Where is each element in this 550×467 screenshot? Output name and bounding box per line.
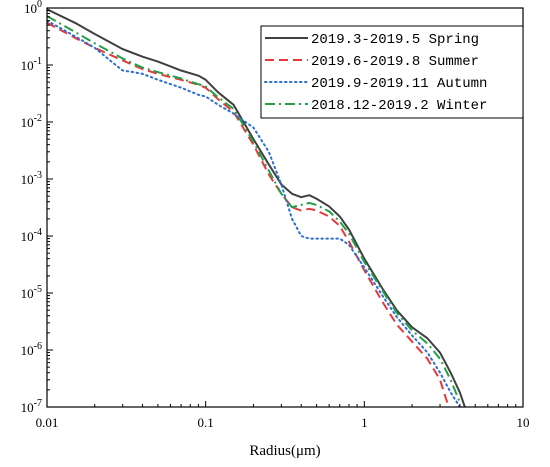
y-tick-label: 10-6	[21, 341, 42, 358]
legend-label: 2019.6-2019.8 Summer	[311, 54, 479, 70]
legend-label: 2018.12-2019.2 Winter	[311, 98, 487, 114]
series-layer	[47, 8, 466, 407]
y-tick-label: 10-4	[21, 227, 42, 244]
y-tick-label: 10-1	[21, 56, 42, 73]
legend-label: 2019.9-2019.11 Autumn	[311, 76, 487, 92]
plot-frame	[46, 7, 524, 408]
x-tick-label: 0.01	[36, 415, 59, 430]
legend-box	[260, 25, 524, 119]
legend: 2019.3-2019.5 Spring 2019.6-2019.8 Summer…	[260, 25, 524, 119]
y-tick-label: 10-7	[21, 398, 42, 415]
y-tick-label: 10-2	[21, 113, 42, 130]
legend-label: 2019.3-2019.5 Spring	[311, 32, 479, 48]
series-line-3	[47, 19, 461, 407]
series-line-4	[47, 15, 461, 403]
y-tick-label: 10-3	[21, 170, 42, 187]
x-tick-label: 0.1	[198, 415, 214, 430]
x-tick-label: 10	[517, 415, 530, 430]
axis-ticks: 0.01 0.1 1 10 100 10-1 10-2 10-3 10-4 10-5 10-6 10-…	[21, 0, 530, 430]
y-tick-label: 10-5	[21, 284, 42, 301]
series-line-1	[47, 8, 466, 407]
x-tick-label: 1	[361, 415, 368, 430]
y-tick-label: 100	[24, 0, 42, 16]
x-axis-title: Radius(μm)	[249, 443, 320, 459]
